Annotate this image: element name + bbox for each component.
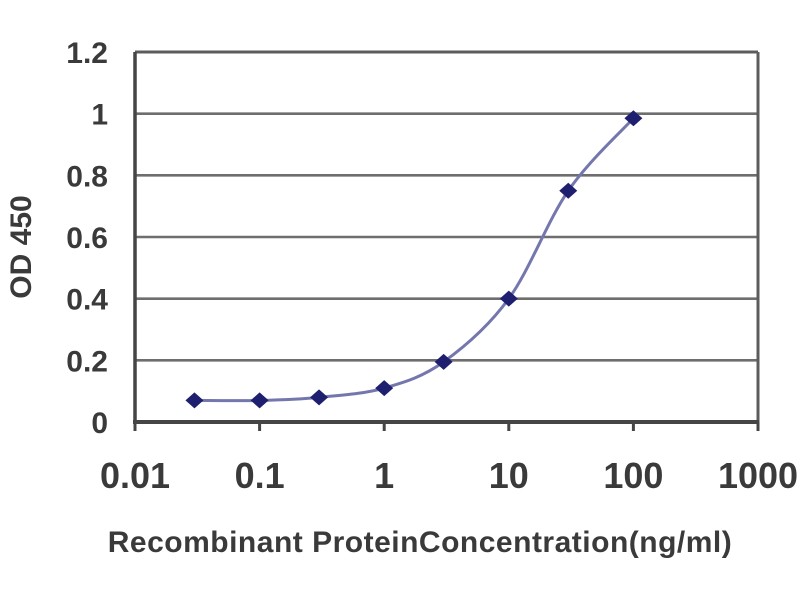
x-tick-label: 100 bbox=[603, 455, 663, 496]
x-axis-title: Recombinant ProteinConcentration(ng/ml) bbox=[107, 526, 733, 559]
y-tick-label: 0.4 bbox=[66, 284, 108, 317]
data-point-marker bbox=[499, 290, 518, 307]
y-tick-label: 0.8 bbox=[66, 160, 108, 193]
y-tick-label: 0.6 bbox=[66, 222, 108, 255]
data-point-marker bbox=[310, 389, 329, 406]
y-tick-label: 0 bbox=[91, 407, 108, 440]
series-line bbox=[194, 117, 635, 403]
data-point-marker bbox=[185, 392, 204, 409]
x-tick-label: 0.1 bbox=[235, 455, 285, 496]
data-point-marker bbox=[250, 392, 269, 409]
y-axis-title: OD 450 bbox=[5, 195, 38, 299]
data-point-marker bbox=[375, 380, 394, 397]
y-tick-label: 1 bbox=[91, 99, 108, 132]
x-tick-label: 1000 bbox=[718, 455, 798, 496]
x-tick-label: 10 bbox=[489, 455, 529, 496]
y-tick-label: 1.2 bbox=[66, 37, 108, 70]
x-tick-label: 0.01 bbox=[100, 455, 170, 496]
x-tick-label: 1 bbox=[374, 455, 394, 496]
data-point-marker bbox=[434, 353, 453, 370]
data-point-marker bbox=[559, 182, 578, 199]
y-tick-label: 0.2 bbox=[66, 345, 108, 378]
data-point-marker bbox=[624, 110, 643, 127]
